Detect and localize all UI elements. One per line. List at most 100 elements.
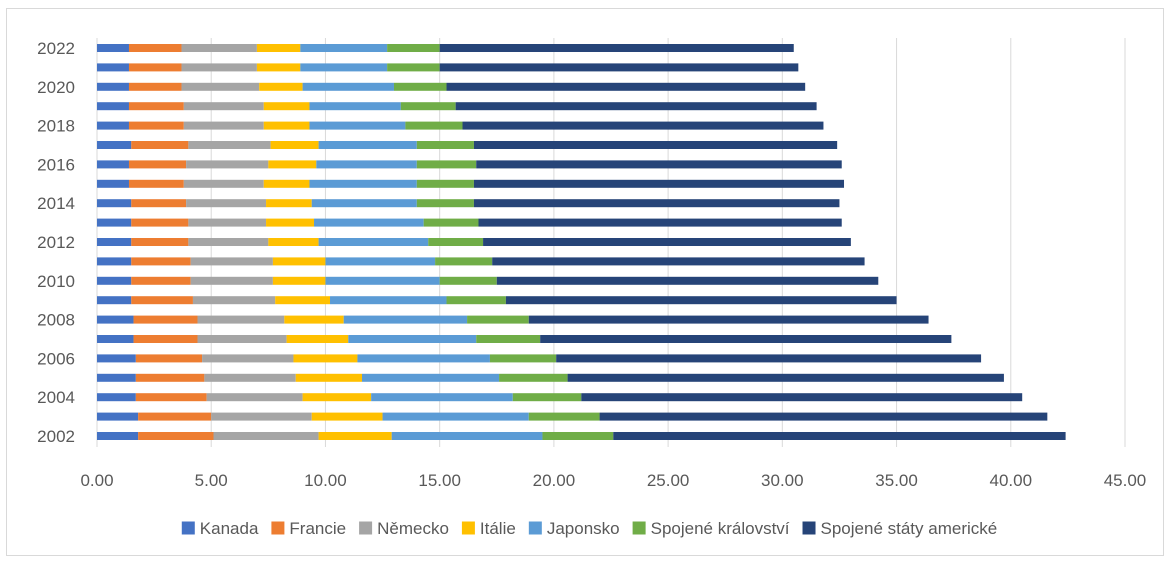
bar-segment [181,82,260,91]
x-tick-label: 35.00 [875,471,918,490]
bar-segment [361,373,500,382]
bar-segment [97,354,136,363]
bar-segment [138,432,214,440]
bar-segment [97,102,129,111]
bar-segment [272,257,326,266]
bar-segment [133,335,198,343]
y-tick-label: 2008 [37,311,75,330]
bar-segment [97,121,129,130]
legend-item: Kanada [181,519,259,538]
bar-segment [183,179,264,188]
y-tick-label: 2006 [37,349,75,368]
bar-segment [357,354,490,363]
legend-item: Německo [359,519,449,538]
bar-segment [284,315,344,324]
bar-segment [97,179,129,188]
x-tick-label: 25.00 [647,471,690,490]
bar-segment [393,82,447,91]
x-tick-label: 30.00 [761,471,804,490]
bar-segment [270,141,319,149]
legend: Kanada Francie Německo Itálie Japonsko Spojen… [181,519,997,538]
legend-label: Francie [289,519,346,538]
legend-swatch [181,521,195,535]
bar-segment [311,199,417,208]
bar-segment [455,102,817,111]
bar-segment [505,296,897,305]
bar-segment [97,44,129,52]
bar-segment [97,335,134,343]
bar-segment [439,276,497,285]
bar-segment [476,160,842,169]
bar-segment [405,121,463,130]
bar-segment [302,82,394,91]
bar-segment [188,141,271,149]
bar-segment [302,393,372,402]
bar-segment [97,432,139,440]
bar-segment [581,393,1023,402]
bar-segment [211,412,312,421]
bar-segment [478,218,842,227]
bar-segment [416,141,474,149]
bar-segment [528,315,929,324]
legend-item: Itálie [461,519,516,538]
bar-segment [188,238,269,246]
bar-segment [316,160,417,169]
bar-segment [266,218,315,227]
y-tick-label: 2014 [37,194,75,213]
bar-segment [131,218,189,227]
legend-label: Japonsko [547,519,620,538]
bar-segment [206,393,303,402]
bar-segment [190,276,273,285]
y-tick-label: 2004 [37,388,75,407]
bar-segment [599,412,1048,421]
bar-segment [318,432,392,440]
bar-segment [263,179,310,188]
bar-segment [613,432,1066,440]
bar-segment [272,276,326,285]
bar-segment [128,102,184,111]
bar-segment [314,218,424,227]
bar-segment [528,412,600,421]
bar-segment [131,199,187,208]
bar-segment [446,82,806,91]
bar-segment [97,141,132,149]
x-tick-label: 20.00 [533,471,576,490]
legend-swatch [271,521,285,535]
bar-segment [391,432,543,440]
bar-segment [423,218,479,227]
bar-segment [131,238,189,246]
y-axis-labels: 2002 2004 2006 2008 2010 2012 2014 2016 2018 2020… [37,39,75,446]
bar-segment [387,44,440,52]
bar-segment [131,296,193,305]
bar-segment [387,63,440,72]
bar-segment [128,63,182,72]
bar-segment [135,354,203,363]
bar-segment [183,121,264,130]
bar-segment [371,393,513,402]
bar-segment [135,393,207,402]
bar-segment [97,218,132,227]
bar-segment [97,63,129,72]
bar-segment [416,179,474,188]
bar-segment [439,63,799,72]
bar-segment [256,63,301,72]
legend-label: Kanada [200,519,259,538]
bar-segment [309,121,406,130]
bar-segment [197,335,287,343]
bar-segment [330,296,447,305]
x-tick-label: 10.00 [304,471,347,490]
bar-segment [275,296,331,305]
bar-segment [97,276,132,285]
legend-label: Německo [377,519,449,538]
bar-segment [213,432,319,440]
bar-segment [492,257,865,266]
bar-segment [97,412,139,421]
bar-segment [97,373,136,382]
bar-segment [325,276,440,285]
bar-segment [202,354,294,363]
bar-segment [133,315,198,324]
bar-segment [489,354,557,363]
bar-segment [343,315,468,324]
bar-segment [542,432,614,440]
bar-segment [499,373,568,382]
